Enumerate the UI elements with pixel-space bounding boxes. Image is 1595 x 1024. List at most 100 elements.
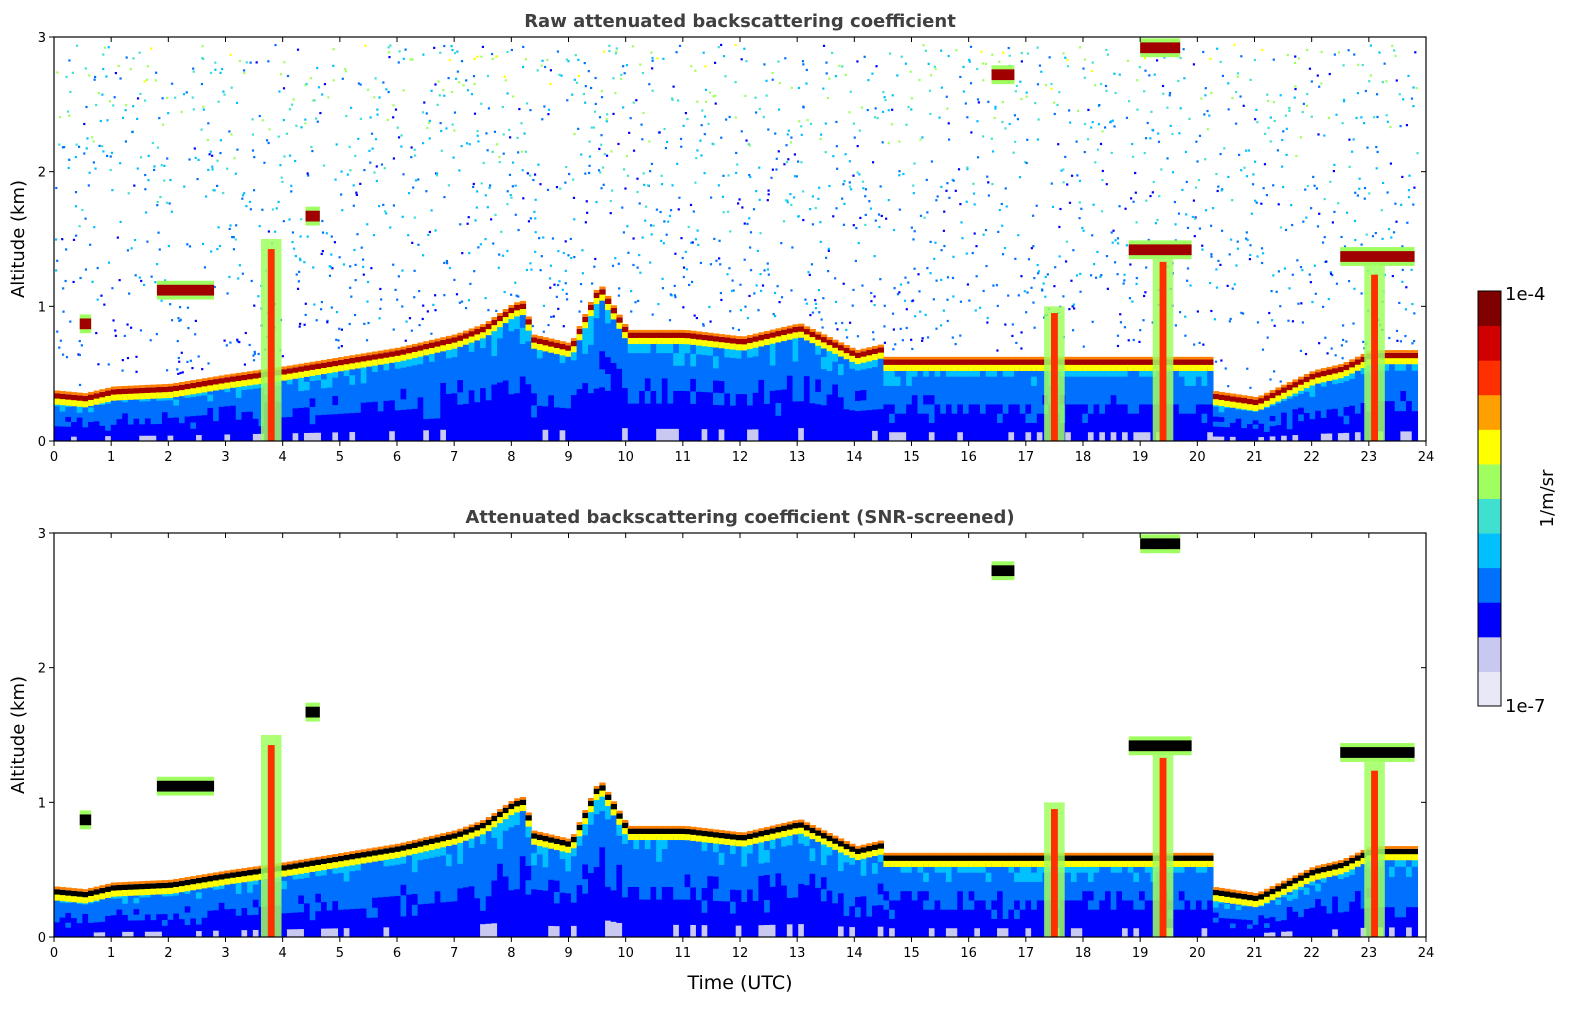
aerosol-cell	[736, 382, 742, 394]
aerosol-cell	[190, 409, 196, 416]
noise-pixel	[1119, 313, 1121, 315]
aerosol-cell	[633, 365, 639, 378]
noise-pixel	[884, 342, 886, 344]
layer-top-cell	[77, 891, 83, 896]
noise-pixel	[644, 220, 646, 222]
noise-pixel	[97, 267, 99, 269]
aerosol-cell	[378, 371, 384, 382]
noise-pixel	[1229, 253, 1231, 255]
noise-pixel	[873, 338, 875, 340]
layer-edge-cell	[94, 398, 100, 405]
aerosol-cell	[560, 396, 566, 408]
noise-pixel	[506, 203, 508, 205]
noise-pixel	[881, 215, 883, 217]
aerosol-cell	[122, 402, 128, 408]
noise-pixel	[1368, 192, 1370, 194]
aerosol-cell	[980, 413, 986, 423]
noise-pixel	[1342, 339, 1344, 341]
aerosol-cell	[344, 404, 350, 414]
layer-halo-cell	[1406, 350, 1412, 353]
noise-pixel	[741, 206, 743, 208]
noise-pixel	[182, 371, 184, 373]
aerosol-cell	[1412, 401, 1418, 412]
noise-pixel	[1390, 236, 1392, 238]
aerosol-cell	[253, 411, 259, 419]
aerosol-cell	[230, 398, 236, 406]
noise-pixel	[1338, 51, 1340, 53]
noise-pixel	[432, 304, 434, 306]
layer-top-cell	[1219, 395, 1225, 400]
aerosol-cell	[1332, 416, 1338, 425]
noise-pixel	[757, 250, 759, 252]
aerosol-cell	[315, 388, 321, 397]
noise-pixel	[565, 166, 567, 168]
x-tick-label: 8	[507, 450, 515, 465]
aerosol-cell	[1031, 404, 1037, 414]
aerosol-cell	[1088, 376, 1094, 386]
layer-edge-cell	[344, 364, 350, 371]
noise-pixel	[1058, 91, 1060, 93]
noise-pixel	[349, 146, 351, 148]
aerosol-cell	[54, 416, 60, 422]
aerosol-cell	[60, 411, 66, 416]
noise-pixel	[393, 204, 395, 206]
noise-pixel	[1353, 288, 1355, 290]
noise-pixel	[289, 155, 291, 157]
aerosol-cell	[997, 385, 1003, 395]
noise-pixel	[452, 156, 454, 158]
aerosol-cell	[508, 378, 514, 394]
aerosol-cell	[1207, 422, 1213, 432]
aerosol-cell	[918, 376, 924, 386]
aerosol-cell	[1099, 376, 1105, 386]
noise-pixel	[88, 74, 90, 76]
noise-pixel	[250, 62, 252, 64]
aerosol-cell	[571, 418, 577, 430]
aerosol-cell	[1264, 408, 1270, 413]
noise-pixel	[457, 71, 459, 73]
layer-edge-cell	[480, 332, 486, 339]
noise-pixel	[323, 164, 325, 166]
noise-pixel	[1229, 320, 1231, 322]
layer-halo-cell	[310, 362, 316, 365]
noise-pixel	[612, 113, 614, 115]
aerosol-cell	[656, 353, 662, 366]
aerosol-cell	[719, 417, 725, 430]
layer-halo-cell	[923, 357, 929, 360]
noise-pixel	[128, 292, 130, 294]
layer-edge-cell	[1309, 379, 1315, 386]
noise-pixel	[503, 133, 505, 135]
noise-pixel	[153, 169, 155, 171]
aerosol-cell	[753, 417, 759, 430]
noise-pixel	[680, 138, 682, 140]
noise-pixel	[81, 209, 83, 211]
noise-pixel	[299, 258, 301, 260]
layer-halo-cell	[571, 338, 577, 341]
aerosol-cell	[1349, 432, 1355, 441]
noise-pixel	[313, 99, 315, 101]
aerosol-cell	[1122, 385, 1128, 395]
noise-pixel	[274, 44, 276, 46]
noise-pixel	[1318, 86, 1320, 88]
aerosol-cell	[628, 365, 634, 378]
layer-halo-cell	[1105, 357, 1111, 360]
noise-pixel	[223, 340, 225, 342]
noise-pixel	[490, 218, 492, 220]
noise-pixel	[85, 106, 87, 108]
noise-pixel	[573, 256, 575, 258]
aerosol-cell	[724, 405, 730, 418]
noise-pixel	[606, 118, 608, 120]
noise-pixel	[1256, 121, 1258, 123]
aerosol-cell	[741, 417, 747, 429]
layer-edge-cell	[355, 362, 361, 369]
noise-pixel	[1266, 94, 1268, 96]
noise-pixel	[193, 71, 195, 73]
layer-halo-cell	[872, 346, 878, 349]
layer-edge-cell	[71, 896, 77, 903]
aerosol-cell	[912, 413, 918, 423]
layer-halo-cell	[560, 341, 566, 344]
layer-halo-cell	[315, 361, 321, 364]
x-tick-label: 12	[732, 450, 749, 465]
aerosol-cell	[508, 331, 514, 347]
aerosol-cell	[1355, 432, 1361, 442]
